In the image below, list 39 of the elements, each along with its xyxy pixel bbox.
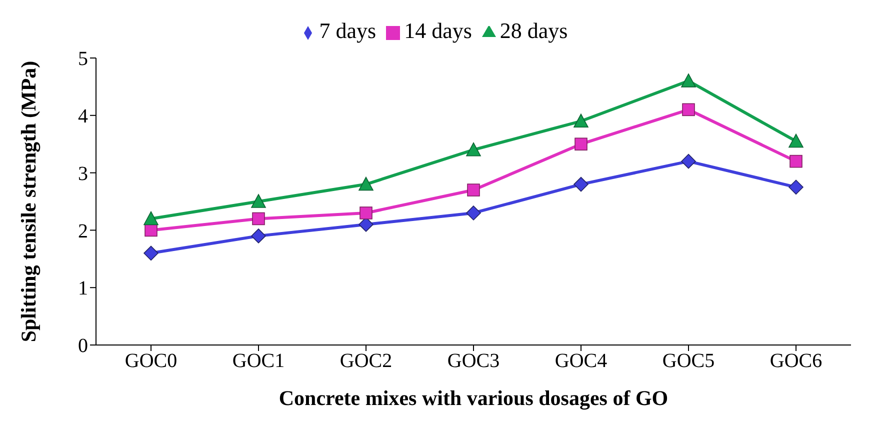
y-tick-label: 3	[78, 162, 88, 185]
y-axis-title: Splitting tensile strength (MPa)	[16, 60, 40, 342]
point	[790, 154, 802, 168]
x-tick-label: GOC0	[124, 350, 178, 372]
x-tick-label: GOC2	[340, 350, 392, 372]
point	[252, 212, 265, 226]
point	[682, 103, 695, 116]
legend-label: 14 days	[404, 18, 472, 43]
x-tick-label: GOC1	[232, 350, 285, 372]
y-tick-label: 4	[78, 106, 88, 128]
x-tick-label: GOC6	[770, 350, 822, 372]
point	[358, 217, 374, 232]
y-tick-label: 2	[78, 220, 88, 242]
y-tick-label: 1	[78, 278, 88, 300]
y-tick-label: 5	[78, 48, 88, 70]
point	[144, 246, 158, 261]
point	[788, 134, 804, 148]
point	[681, 74, 696, 88]
point	[574, 138, 588, 150]
point	[467, 184, 480, 196]
point	[788, 180, 804, 195]
point	[144, 211, 158, 226]
point	[144, 224, 158, 237]
legend-label: 7 days	[319, 18, 376, 43]
x-axis-title: Concrete mixes with various dosages of GO	[278, 386, 668, 410]
point	[574, 114, 588, 128]
point	[251, 194, 266, 208]
point	[681, 154, 696, 169]
point	[251, 228, 266, 244]
x-tick-label: GOC4	[554, 350, 608, 372]
y-tick-label: 0	[78, 335, 88, 358]
x-tick-label: GOC3	[447, 350, 500, 372]
legend-label: 28 days	[500, 18, 568, 43]
point	[360, 206, 372, 220]
point	[358, 176, 374, 191]
point	[466, 142, 481, 156]
x-tick-label: GOC5	[662, 350, 715, 372]
point	[574, 176, 588, 192]
point	[466, 206, 481, 220]
